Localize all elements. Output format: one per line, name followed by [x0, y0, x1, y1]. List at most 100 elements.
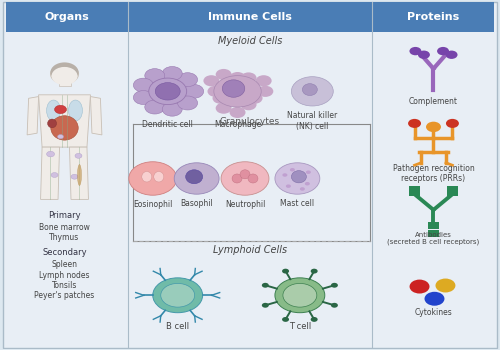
Circle shape: [75, 153, 82, 158]
PathPatch shape: [40, 147, 60, 200]
Circle shape: [310, 317, 318, 322]
Circle shape: [290, 168, 295, 172]
Text: Natural killer
(NK) cell: Natural killer (NK) cell: [287, 111, 338, 131]
Ellipse shape: [78, 164, 82, 186]
Text: T cell: T cell: [288, 322, 311, 331]
Ellipse shape: [214, 76, 261, 107]
FancyBboxPatch shape: [6, 2, 128, 32]
Circle shape: [184, 84, 204, 98]
Text: Basophil: Basophil: [180, 199, 213, 208]
PathPatch shape: [38, 95, 90, 147]
Circle shape: [418, 50, 430, 59]
Circle shape: [208, 86, 224, 97]
FancyBboxPatch shape: [128, 2, 372, 32]
Circle shape: [283, 284, 317, 307]
Ellipse shape: [248, 174, 258, 183]
Circle shape: [160, 284, 194, 307]
Ellipse shape: [292, 171, 306, 183]
Circle shape: [282, 317, 289, 322]
Text: Macrophage: Macrophage: [214, 120, 261, 129]
Circle shape: [300, 187, 305, 191]
Circle shape: [50, 64, 78, 84]
Text: Organs: Organs: [44, 12, 89, 22]
Circle shape: [408, 119, 421, 128]
Text: Antibodies
(secreted B cell receptors): Antibodies (secreted B cell receptors): [388, 232, 480, 245]
Circle shape: [129, 162, 176, 195]
Circle shape: [178, 96, 198, 110]
Ellipse shape: [154, 172, 164, 182]
Text: Peyer's patches: Peyer's patches: [34, 292, 94, 300]
Circle shape: [437, 47, 449, 55]
Circle shape: [262, 303, 269, 308]
Circle shape: [310, 269, 318, 274]
Circle shape: [134, 78, 154, 92]
Circle shape: [331, 303, 338, 308]
Text: Spleen: Spleen: [52, 260, 78, 269]
Circle shape: [306, 170, 311, 174]
Circle shape: [162, 66, 182, 80]
Circle shape: [46, 151, 54, 157]
FancyBboxPatch shape: [428, 222, 439, 229]
Ellipse shape: [51, 116, 78, 140]
Circle shape: [212, 93, 228, 104]
Text: Primary: Primary: [48, 211, 81, 219]
Ellipse shape: [232, 174, 242, 183]
Text: Tonsils: Tonsils: [52, 281, 77, 290]
PathPatch shape: [90, 97, 102, 135]
Text: Proteins: Proteins: [407, 12, 460, 22]
Circle shape: [282, 173, 288, 177]
FancyBboxPatch shape: [58, 77, 70, 86]
Circle shape: [446, 50, 458, 59]
FancyBboxPatch shape: [409, 186, 420, 196]
Circle shape: [246, 93, 262, 104]
Circle shape: [230, 72, 246, 83]
PathPatch shape: [27, 97, 38, 135]
Circle shape: [305, 182, 310, 186]
FancyBboxPatch shape: [447, 186, 458, 196]
Circle shape: [240, 72, 256, 84]
Ellipse shape: [240, 170, 250, 179]
Circle shape: [52, 67, 78, 85]
Circle shape: [149, 78, 186, 105]
Circle shape: [424, 292, 444, 306]
Circle shape: [178, 73, 198, 87]
Circle shape: [50, 62, 78, 82]
Text: Cytokines: Cytokines: [414, 308, 453, 316]
Text: Pathogen recognition
receptors (PRRs): Pathogen recognition receptors (PRRs): [392, 163, 474, 183]
Circle shape: [256, 75, 272, 86]
Circle shape: [230, 107, 246, 118]
FancyBboxPatch shape: [428, 230, 439, 237]
Circle shape: [162, 102, 182, 116]
Ellipse shape: [68, 100, 82, 121]
Circle shape: [240, 99, 256, 110]
Circle shape: [446, 119, 459, 128]
Ellipse shape: [302, 84, 318, 96]
Text: Myeloid Cells: Myeloid Cells: [218, 36, 282, 46]
Text: Mast cell: Mast cell: [280, 199, 314, 208]
Circle shape: [156, 83, 180, 100]
Circle shape: [51, 173, 58, 177]
Circle shape: [145, 69, 165, 83]
Ellipse shape: [186, 170, 202, 184]
Text: Complement: Complement: [409, 97, 458, 106]
Text: Lymph nodes: Lymph nodes: [40, 271, 90, 280]
FancyBboxPatch shape: [3, 2, 497, 348]
Ellipse shape: [48, 119, 56, 128]
Circle shape: [286, 184, 291, 188]
Circle shape: [292, 77, 334, 106]
Circle shape: [331, 283, 338, 288]
Circle shape: [282, 269, 289, 274]
Circle shape: [410, 47, 422, 55]
Circle shape: [410, 280, 430, 294]
Circle shape: [174, 163, 219, 194]
Text: B cell: B cell: [166, 322, 190, 331]
Circle shape: [204, 75, 220, 86]
Circle shape: [145, 100, 165, 114]
Ellipse shape: [222, 80, 245, 97]
Circle shape: [262, 283, 269, 288]
Text: Bone marrow: Bone marrow: [39, 223, 90, 232]
Circle shape: [153, 278, 202, 313]
Circle shape: [221, 162, 269, 195]
FancyBboxPatch shape: [372, 2, 494, 32]
Ellipse shape: [142, 172, 152, 182]
